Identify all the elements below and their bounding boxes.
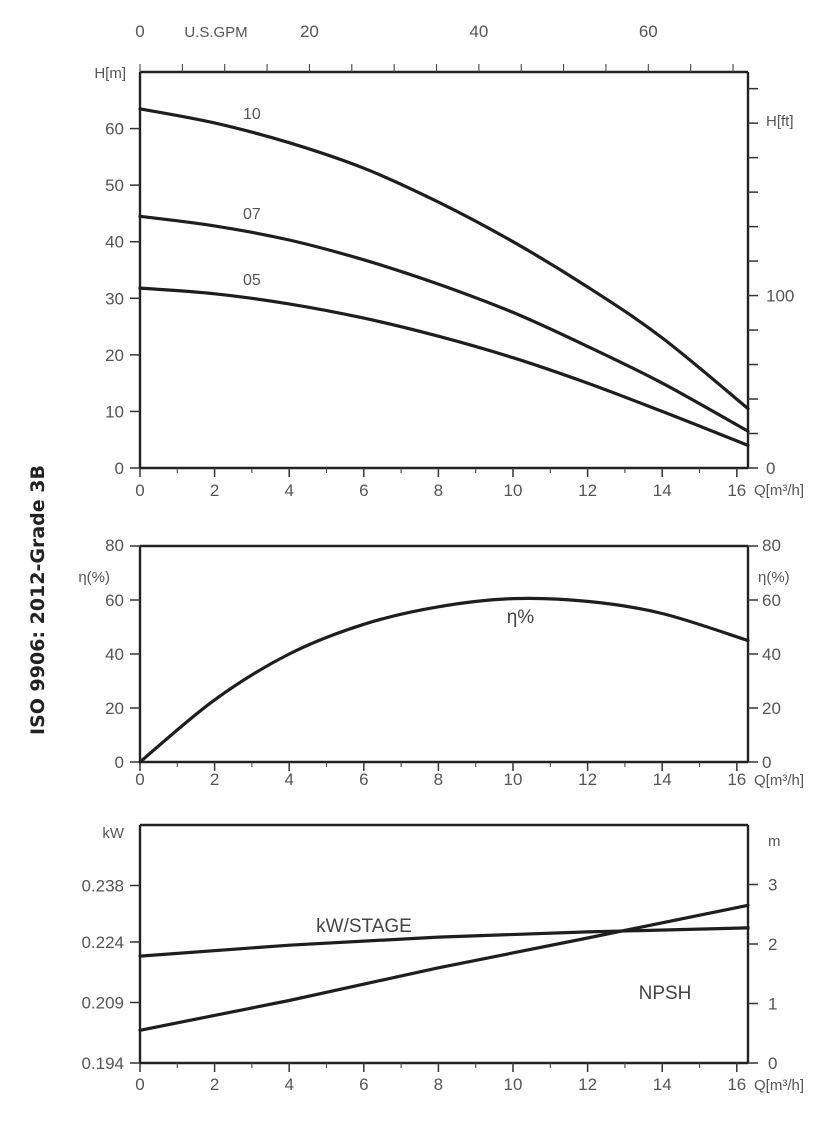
y-tick-label: 40 [105,645,124,664]
series-label: NPSH [639,983,692,1004]
y2-tick-label: 3 [768,876,777,895]
y2-axis-label: η(%) [758,569,790,586]
x-tick-label: 6 [359,770,368,789]
x2-axis-label: U.S.GPM [184,24,247,41]
y-tick-label: 0.224 [81,933,124,952]
x-tick-label: 10 [504,481,523,500]
npsh-line [138,903,750,1032]
y-axis-label: H[m] [94,65,126,82]
x-tick-label: 0 [135,1075,144,1094]
x-axis-unit: Q[m³/h] [754,482,804,499]
curve-10 [138,107,750,411]
series-label: 07 [243,206,261,223]
x-tick-label: 4 [284,1075,293,1094]
y-tick-label: 20 [105,346,124,365]
y-tick-label: 0.194 [81,1054,124,1073]
x-tick-label: 6 [359,481,368,500]
y-tick-label: 20 [105,699,124,718]
y2-tick-label: 1 [768,995,777,1014]
y-tick-label: 0 [115,459,124,478]
curve-05 [138,286,750,447]
y-axis-label: kW [102,825,125,842]
series-label: 05 [243,272,261,289]
y-tick-label: 80 [105,536,124,555]
x-tick-label: 12 [578,1075,597,1094]
x-tick-label: 2 [210,481,219,500]
x-tick-label: 14 [653,770,672,789]
y2-tick-label: 0 [766,459,775,478]
x-tick-label: 14 [653,1075,672,1094]
y-tick-label: 60 [105,120,124,139]
x-tick-label: 8 [434,770,443,789]
x2-tick-label: 0 [135,22,144,41]
x-tick-label: 12 [578,481,597,500]
y2-tick-label: 0 [762,753,771,772]
x-axis-unit: Q[m³/h] [754,772,804,789]
kw-stage-line [138,926,750,958]
x-tick-label: 16 [727,1075,746,1094]
y2-tick-label: 80 [762,536,781,555]
x2-tick-label: 40 [469,22,488,41]
x-tick-label: 16 [727,481,746,500]
x-tick-label: 2 [210,1075,219,1094]
y2-tick-label: 20 [762,699,781,718]
x-tick-label: 2 [210,770,219,789]
x-axis-unit: Q[m³/h] [754,1077,804,1094]
y-tick-label: 50 [105,176,124,195]
y-tick-label: 10 [105,402,124,421]
x-tick-label: 4 [284,770,293,789]
y-tick-label: 40 [105,233,124,252]
x-tick-label: 0 [135,481,144,500]
x-tick-label: 10 [504,770,523,789]
y-tick-label: 0 [115,753,124,772]
y-tick-label: 0.238 [81,877,124,896]
x-tick-label: 0 [135,770,144,789]
x-tick-label: 12 [578,770,597,789]
y-tick-label: 30 [105,289,124,308]
series-label: 10 [243,106,261,123]
y2-tick-label: 100 [766,287,794,306]
y2-tick-label: 60 [762,591,781,610]
y-tick-label: 0.209 [81,993,124,1012]
series-label: kW/STAGE [316,916,412,937]
curve-07 [138,214,750,433]
x-tick-label: 10 [504,1075,523,1094]
x-tick-label: 16 [727,770,746,789]
y2-axis-label: H[ft] [766,113,794,130]
curve- [138,596,750,764]
x-tick-label: 6 [359,1075,368,1094]
y2-tick-label: 40 [762,645,781,664]
y-axis-label: η(%) [78,569,110,586]
y2-tick-label: 0 [768,1054,777,1073]
y2-tick-label: 2 [768,935,777,954]
x-tick-label: 8 [434,1075,443,1094]
x2-tick-label: 60 [639,22,658,41]
y2-axis-label: m [768,833,781,850]
x-tick-label: 14 [653,481,672,500]
x-tick-label: 8 [434,481,443,500]
x2-tick-label: 20 [300,22,319,41]
x-tick-label: 4 [284,481,293,500]
series-label: η% [507,607,535,628]
y-tick-label: 60 [105,591,124,610]
